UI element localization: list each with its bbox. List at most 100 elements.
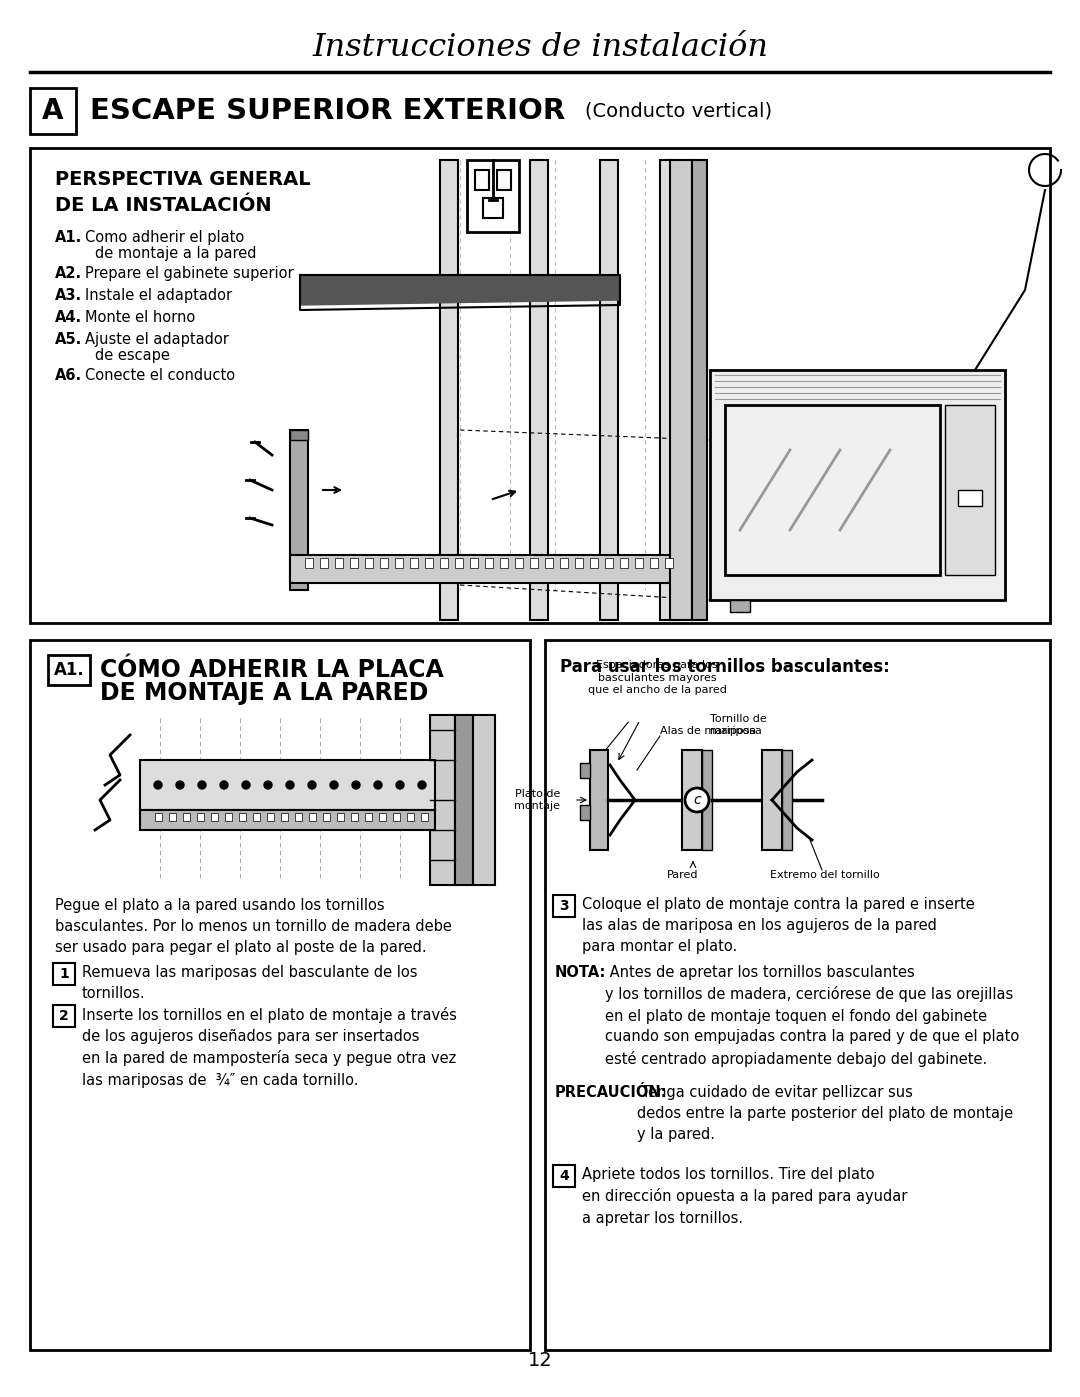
Text: 12: 12 (528, 1351, 552, 1369)
Text: A2.: A2. (55, 265, 82, 281)
Circle shape (374, 781, 382, 789)
Text: Instale el adaptador: Instale el adaptador (85, 288, 232, 303)
Text: 4: 4 (559, 1169, 569, 1183)
Circle shape (198, 781, 206, 789)
Text: CÓMO ADHERIR LA PLACA: CÓMO ADHERIR LA PLACA (100, 658, 444, 682)
Circle shape (286, 781, 294, 789)
Bar (183, 813, 190, 821)
Circle shape (242, 781, 249, 789)
Text: Remueva las mariposas del basculante de los
tornillos.: Remueva las mariposas del basculante de … (82, 965, 418, 1002)
Bar (600, 161, 618, 620)
Bar (605, 557, 613, 569)
Circle shape (176, 781, 184, 789)
Bar (395, 557, 403, 569)
Bar (197, 813, 204, 821)
Bar (379, 813, 386, 821)
Bar (475, 170, 489, 190)
Bar (762, 750, 782, 849)
Circle shape (685, 788, 708, 812)
Bar (635, 557, 643, 569)
Bar (515, 557, 523, 569)
Bar (945, 405, 995, 576)
Text: Pegue el plato a la pared usando los tornillos
basculantes. Por lo menos un torn: Pegue el plato a la pared usando los tor… (55, 898, 451, 956)
Bar (225, 813, 232, 821)
Bar (497, 170, 511, 190)
Text: Instrucciones de instalación: Instrucciones de instalación (312, 32, 768, 63)
Bar (320, 557, 328, 569)
Text: (Conducto vertical): (Conducto vertical) (585, 102, 772, 120)
Bar (440, 557, 448, 569)
Bar (650, 557, 658, 569)
Bar (485, 557, 492, 569)
Bar (30, 640, 530, 1350)
Bar (156, 813, 162, 821)
Text: DE LA INSTALACIÓN: DE LA INSTALACIÓN (55, 196, 272, 215)
Text: Antes de apretar los tornillos basculantes
y los tornillos de madera, cerciórese: Antes de apretar los tornillos basculant… (605, 965, 1020, 1067)
Text: 1: 1 (59, 967, 69, 981)
Bar (168, 813, 176, 821)
Bar (140, 810, 435, 830)
Circle shape (154, 781, 162, 789)
Text: Tenga cuidado de evitar pellizcar sus
dedos entre la parte posterior del plato d: Tenga cuidado de evitar pellizcar sus de… (637, 1085, 1013, 1141)
Text: de montaje a la pared: de montaje a la pared (95, 246, 257, 261)
Bar (702, 750, 712, 849)
Bar (281, 813, 288, 821)
Bar (309, 813, 316, 821)
Bar (350, 557, 357, 569)
Polygon shape (300, 275, 620, 305)
Text: 3: 3 (559, 900, 569, 914)
Bar (421, 813, 428, 821)
Bar (725, 405, 940, 576)
Text: c: c (693, 793, 701, 807)
Bar (291, 430, 308, 440)
Text: A4.: A4. (55, 310, 82, 326)
Bar (407, 813, 414, 821)
Bar (455, 715, 473, 886)
Bar (590, 557, 598, 569)
Bar (545, 640, 1050, 1350)
Bar (239, 813, 246, 821)
Text: Prepare el gabinete superior: Prepare el gabinete superior (85, 265, 294, 281)
Text: Conecte el conducto: Conecte el conducto (85, 367, 235, 383)
Text: Apriete todos los tornillos. Tire del plato
en dirección opuesta a la pared para: Apriete todos los tornillos. Tire del pl… (582, 1166, 907, 1225)
Text: A: A (42, 96, 64, 124)
Circle shape (352, 781, 360, 789)
Bar (323, 813, 330, 821)
Circle shape (330, 781, 338, 789)
Bar (440, 161, 458, 620)
Bar (530, 161, 548, 620)
Bar (53, 963, 75, 985)
Bar (211, 813, 218, 821)
Bar (580, 763, 590, 778)
Circle shape (396, 781, 404, 789)
Text: A1.: A1. (54, 661, 84, 679)
Bar (380, 557, 388, 569)
Bar (500, 557, 508, 569)
Bar (730, 599, 750, 612)
Bar (337, 813, 345, 821)
Text: PRECAUCIÓN:: PRECAUCIÓN: (555, 1085, 667, 1099)
Bar (291, 555, 690, 583)
Text: Como adherir el plato: Como adherir el plato (85, 231, 244, 244)
Bar (455, 557, 463, 569)
Bar (335, 557, 343, 569)
Circle shape (308, 781, 316, 789)
Bar (410, 557, 418, 569)
Bar (660, 161, 678, 620)
Text: Coloque el plato de montaje contra la pared e inserte
las alas de mariposa en lo: Coloque el plato de montaje contra la pa… (582, 897, 975, 954)
Text: A6.: A6. (55, 367, 82, 383)
Bar (295, 813, 302, 821)
Bar (393, 813, 400, 821)
Bar (467, 161, 519, 232)
Text: PERSPECTIVA GENERAL: PERSPECTIVA GENERAL (55, 170, 311, 189)
Bar (530, 557, 538, 569)
Bar (553, 895, 575, 916)
Bar (426, 557, 433, 569)
Text: Inserte los tornillos en el plato de montaje a través
de los agujeros diseñados : Inserte los tornillos en el plato de mon… (82, 1007, 457, 1087)
Text: A5.: A5. (55, 332, 82, 346)
Text: Ajuste el adaptador: Ajuste el adaptador (85, 332, 229, 346)
Text: de escape: de escape (95, 348, 170, 363)
Text: Alas de mariposa: Alas de mariposa (660, 726, 756, 736)
Bar (365, 813, 372, 821)
Bar (575, 557, 583, 569)
